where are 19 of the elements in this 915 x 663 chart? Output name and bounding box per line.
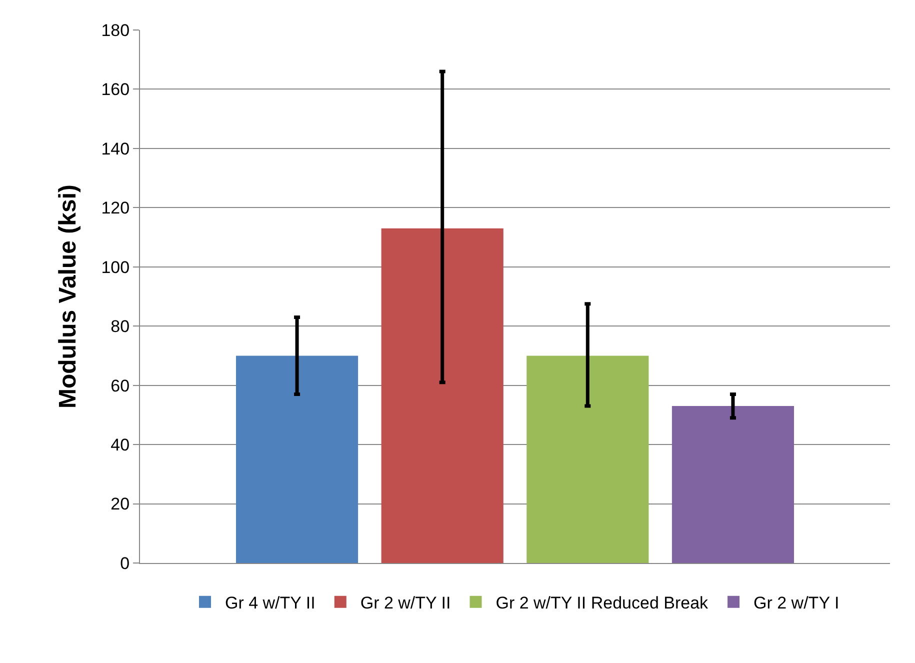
legend-label: Gr 2 w/TY I (754, 594, 840, 612)
y-tick-label: 100 (101, 258, 130, 277)
bar (381, 228, 504, 563)
y-tick-label: 160 (101, 80, 130, 100)
y-tick-label: 140 (101, 139, 130, 158)
y-axis-title: Modulus Value (ksi) (54, 184, 82, 409)
y-tick-label: 80 (110, 317, 130, 336)
y-tick-label: 0 (120, 554, 130, 573)
bar (236, 356, 358, 563)
y-tick-label: 180 (101, 20, 130, 40)
legend-label: Gr 4 w/TY II (225, 594, 316, 612)
bar (672, 406, 794, 563)
y-tick-label: 20 (110, 494, 130, 514)
y-tick-label: 120 (101, 198, 130, 218)
legend-label: Gr 2 w/TY II Reduced Break (496, 594, 709, 612)
y-tick-label: 60 (110, 376, 130, 396)
y-tick-label: 40 (110, 436, 130, 455)
legend-label: Gr 2 w/TY II (360, 594, 451, 612)
bar (526, 356, 649, 563)
